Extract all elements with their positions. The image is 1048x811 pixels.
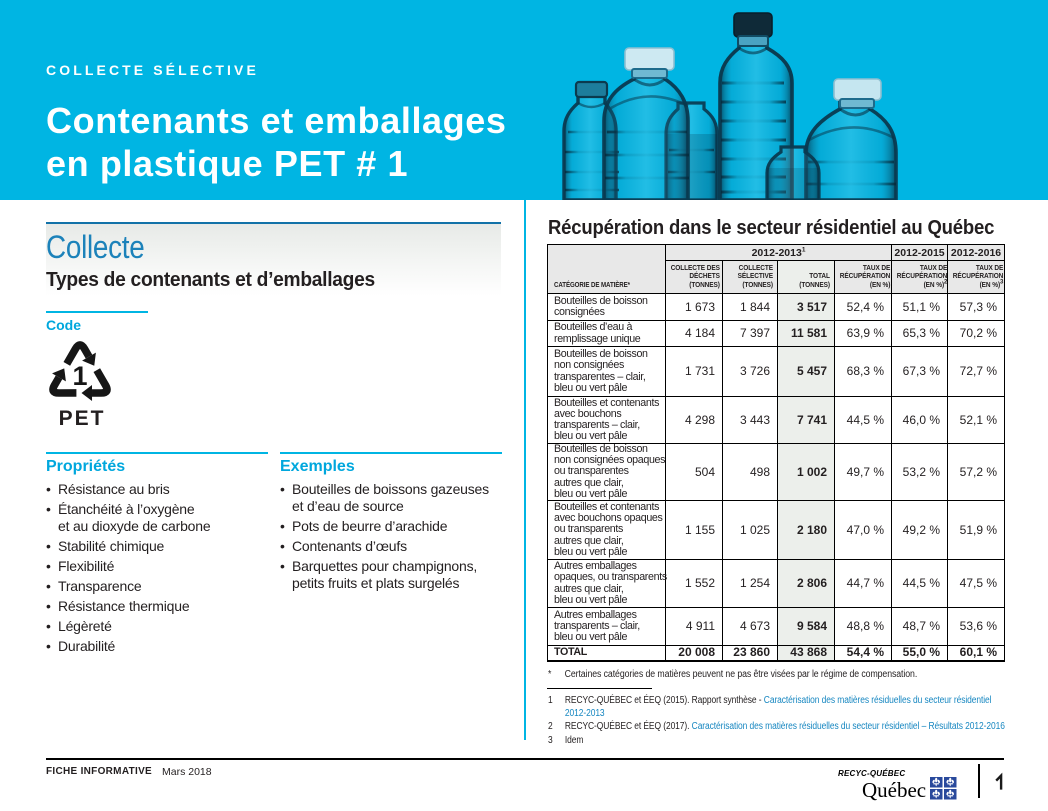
svg-text:1: 1 xyxy=(72,361,87,391)
svg-text:RECYC-QUÉBEC: RECYC-QUÉBEC xyxy=(838,769,905,778)
svg-text:Québec: Québec xyxy=(862,778,926,802)
